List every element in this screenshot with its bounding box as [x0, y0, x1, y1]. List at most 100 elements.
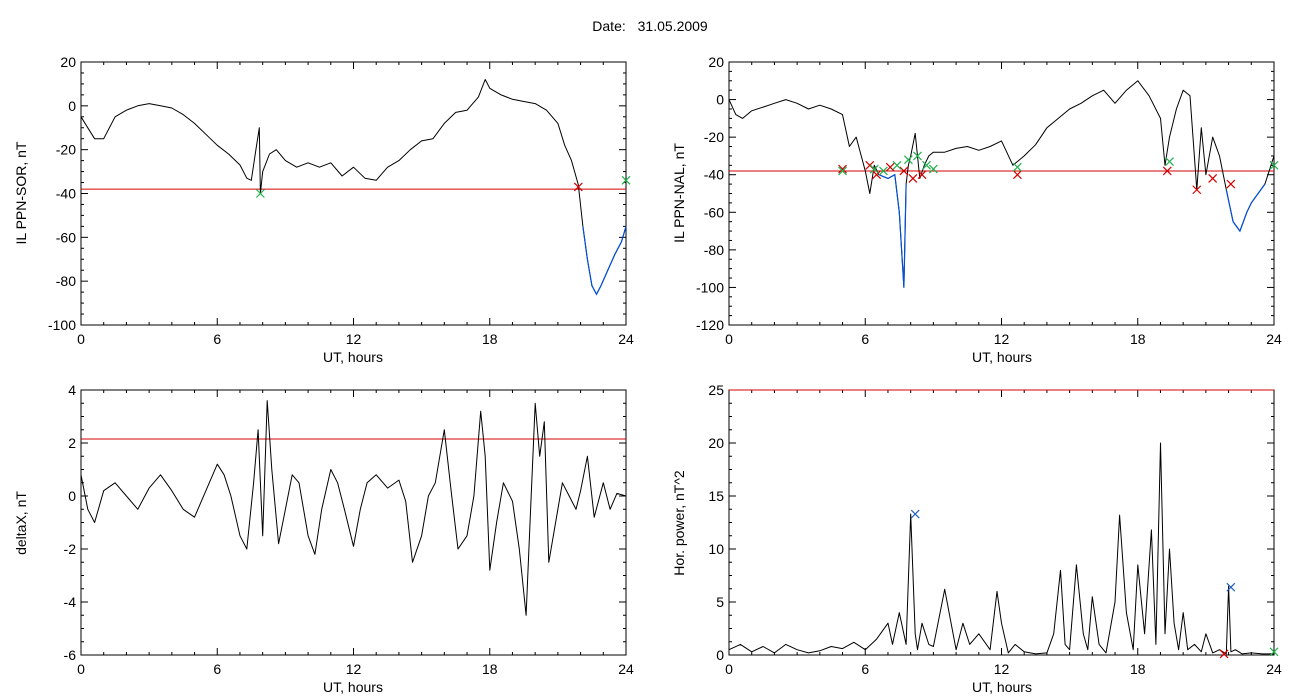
- x-tick-label: 24: [1266, 661, 1282, 677]
- x-tick-label: 12: [994, 661, 1010, 677]
- marker-stroke: [573, 182, 583, 192]
- marker-red: [838, 164, 847, 174]
- marker-green: [922, 160, 931, 170]
- y-tick-label: -40: [704, 167, 724, 183]
- marker-red: [872, 170, 882, 180]
- event-segment: [582, 226, 627, 296]
- event-segment: [878, 173, 907, 288]
- marker-stroke: [1012, 162, 1022, 172]
- marker-green: [869, 164, 879, 174]
- marker-stroke: [903, 155, 913, 165]
- marker-stroke: [928, 164, 938, 174]
- marker-green: [1012, 162, 1022, 172]
- marker-stroke: [1219, 649, 1229, 659]
- marker-stroke: [878, 166, 888, 176]
- marker-red: [573, 182, 583, 192]
- marker-red: [1192, 185, 1202, 195]
- plot-frame: [728, 61, 1275, 326]
- date-value: 31.05.2009: [637, 18, 708, 34]
- marker-red: [1208, 174, 1218, 183]
- marker-stroke: [621, 175, 631, 185]
- y-tick-label: 2: [68, 435, 76, 451]
- marker-stroke: [838, 164, 847, 174]
- marker-red: [885, 162, 895, 172]
- marker-green: [1165, 157, 1174, 166]
- marker-green: [255, 189, 265, 198]
- y-tick-label: 0: [716, 647, 724, 663]
- y-tick-label: 20: [708, 435, 724, 451]
- y-tick-label: -100: [696, 279, 724, 295]
- y-tick-label: -40: [56, 186, 76, 202]
- marker-stroke: [1226, 179, 1236, 189]
- y-tick-label: -120: [696, 317, 724, 333]
- marker-green: [878, 166, 888, 176]
- x-tick-label: 18: [482, 331, 498, 347]
- y-tick-label: 10: [708, 541, 724, 557]
- x-tick-label: 6: [213, 331, 221, 347]
- x-axis-label: UT, hours: [323, 679, 383, 695]
- y-tick-label: 0: [716, 92, 724, 108]
- y-tick-label: 0: [68, 98, 76, 114]
- marker-stroke: [892, 160, 902, 170]
- marker-green: [913, 151, 922, 161]
- y-tick-label: 0: [68, 488, 76, 504]
- marker-stroke: [1012, 170, 1022, 180]
- chart-panel-hor-power: Hor. power, nT^2 UT, hours 0 6 12 18 24 0 5 10 1…: [671, 382, 1282, 695]
- marker-stroke: [869, 164, 879, 174]
- marker-stroke: [865, 160, 875, 170]
- marker-stroke: [885, 162, 895, 172]
- chart-panel-il-sor: IL PPN-SOR, nT UT, hours 0 6 12 18 24 -100 -80…: [13, 54, 634, 365]
- x-tick-label: 18: [1130, 331, 1146, 347]
- x-axis-label: UT, hours: [972, 679, 1032, 695]
- marker-green: [928, 164, 938, 174]
- marker-green: [621, 175, 631, 185]
- y-tick-label: 25: [708, 382, 724, 398]
- x-tick-label: 6: [861, 331, 869, 347]
- marker-stroke: [908, 174, 918, 183]
- marker-red: [1219, 649, 1229, 659]
- x-tick-label: 12: [346, 331, 362, 347]
- marker-stroke: [899, 166, 909, 176]
- x-tick-label: 12: [346, 661, 362, 677]
- marker-green: [838, 166, 847, 176]
- marker-stroke: [1165, 157, 1174, 166]
- marker-red: [908, 174, 918, 183]
- marker-blue: [1226, 582, 1236, 592]
- chart-panel-il-nal: IL PPN-NAL, nT UT, hours 0 6 12 18 24 -120 -10…: [671, 54, 1282, 365]
- series-line: [80, 400, 627, 616]
- marker-red: [1226, 179, 1236, 189]
- y-tick-label: 20: [60, 54, 76, 70]
- date-label: Date:: [592, 18, 626, 34]
- marker-stroke: [838, 166, 847, 176]
- marker-green: [892, 160, 902, 170]
- y-tick-label: -4: [64, 594, 77, 610]
- y-tick-label: -20: [704, 129, 724, 145]
- x-tick-label: 18: [1130, 661, 1146, 677]
- marker-stroke: [1269, 160, 1279, 170]
- plot-frame: [728, 389, 1275, 656]
- x-tick-label: 24: [1266, 331, 1282, 347]
- marker-stroke: [922, 160, 931, 170]
- marker-stroke: [913, 151, 922, 161]
- y-axis-label: IL PPN-NAL, nT: [671, 143, 687, 243]
- marker-stroke: [872, 170, 882, 180]
- marker-red: [899, 166, 909, 176]
- marker-stroke: [1208, 174, 1218, 183]
- x-tick-label: 0: [77, 331, 85, 347]
- y-tick-label: -60: [704, 204, 724, 220]
- series-line: [728, 442, 1274, 655]
- y-tick-label: 20: [708, 54, 724, 70]
- y-tick-label: 4: [68, 382, 76, 398]
- marker-stroke: [1269, 647, 1279, 657]
- marker-red: [1012, 170, 1022, 180]
- marker-green: [1269, 647, 1279, 657]
- x-axis-label: UT, hours: [323, 349, 383, 365]
- x-tick-label: 24: [618, 661, 634, 677]
- y-axis-label: deltaX, nT: [13, 491, 29, 555]
- page-title: Date: 31.05.2009: [0, 18, 1300, 34]
- marker-stroke: [917, 170, 927, 180]
- y-axis-label: IL PPN-SOR, nT: [13, 141, 29, 244]
- x-tick-label: 0: [725, 661, 733, 677]
- series-line: [80, 79, 627, 295]
- x-tick-label: 0: [725, 331, 733, 347]
